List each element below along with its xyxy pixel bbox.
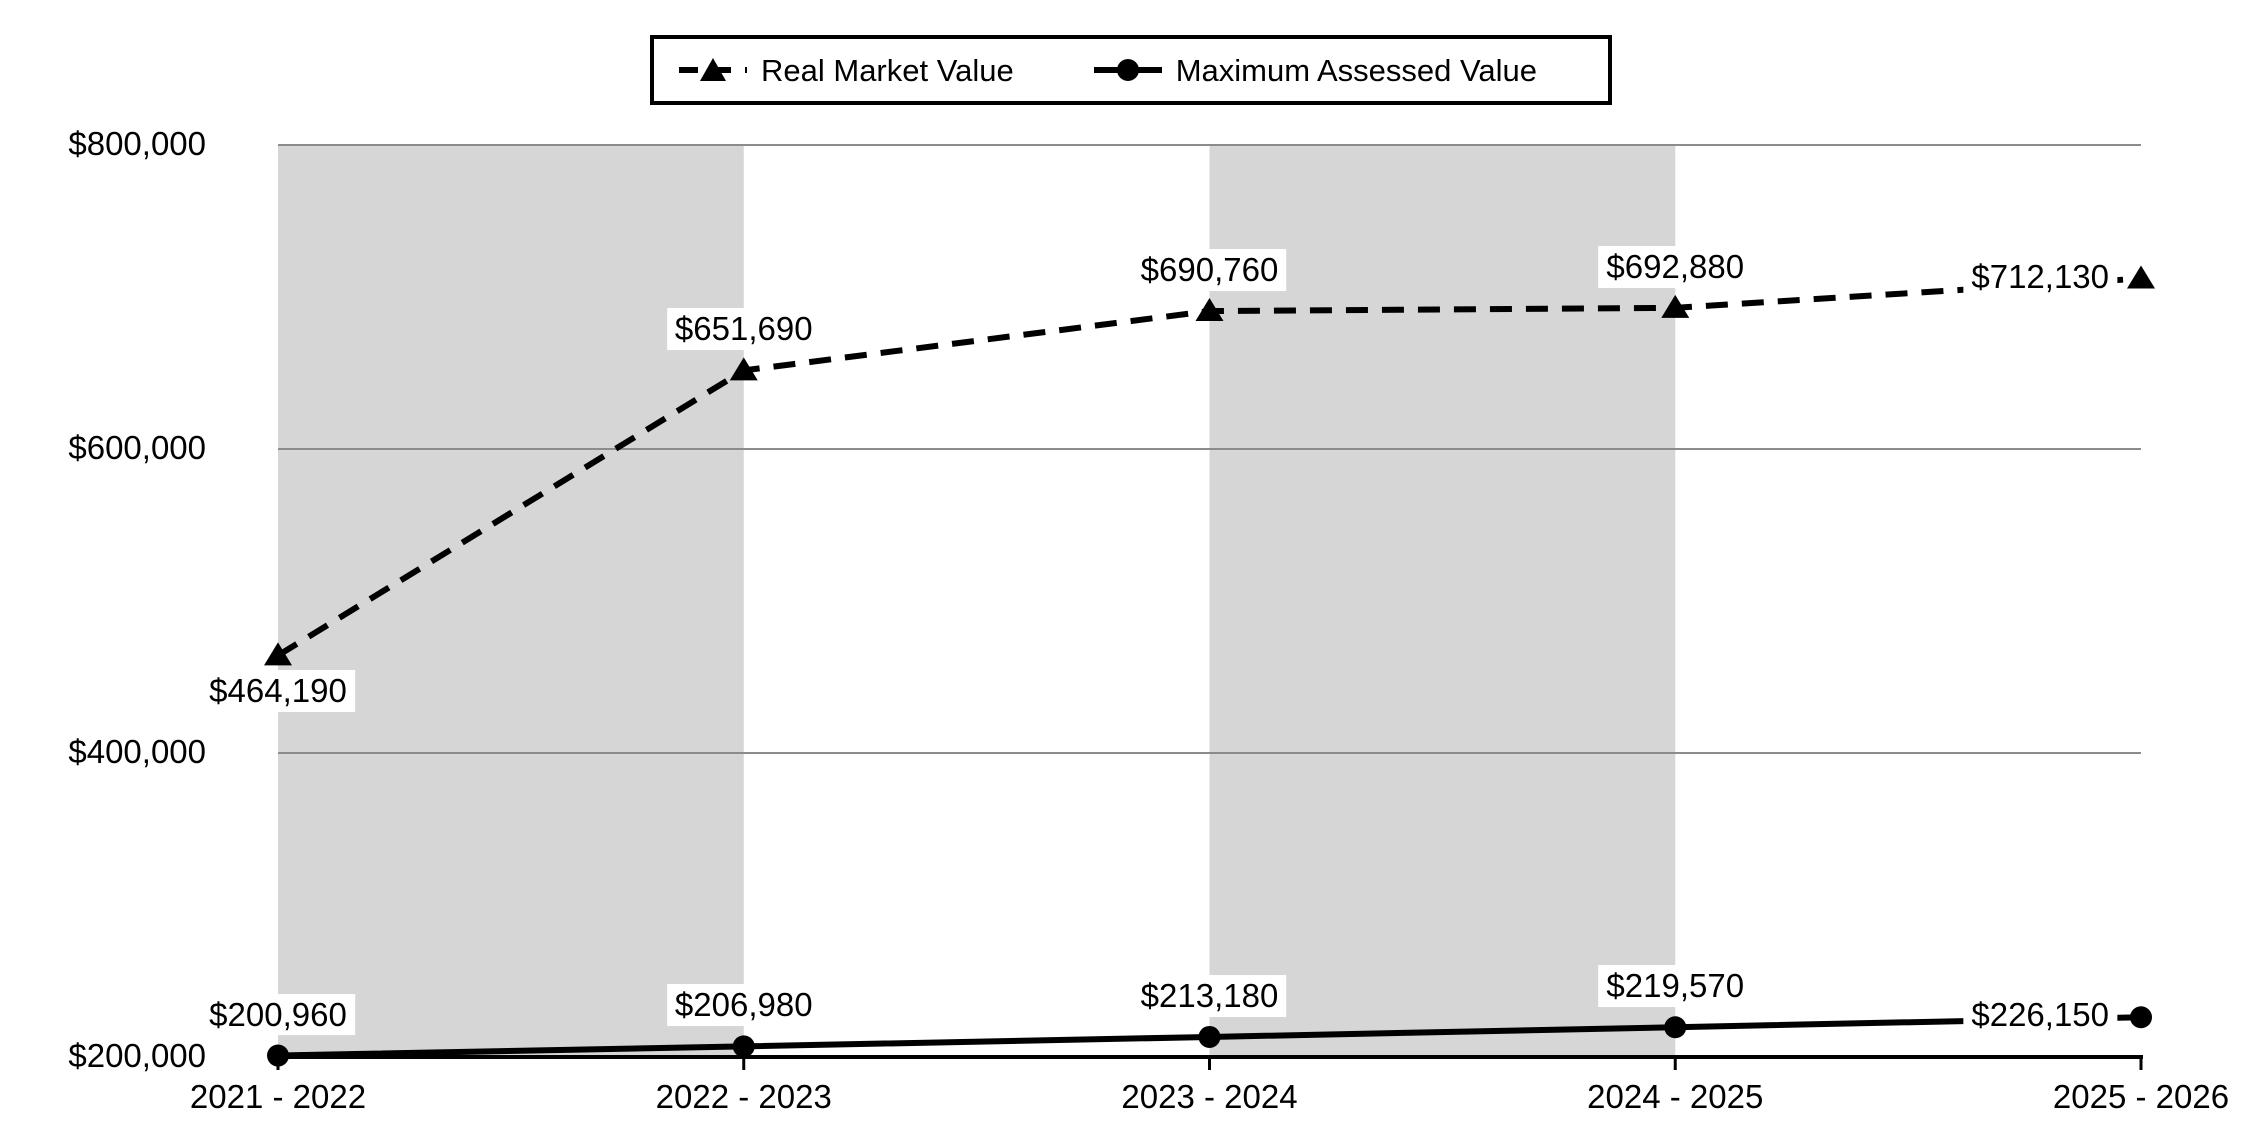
y-tick-label: $800,000 (68, 125, 206, 163)
triangle-marker (1195, 298, 1224, 322)
data-label: $213,180 (1132, 974, 1287, 1017)
triangle-marker (1661, 294, 1690, 318)
data-label: $464,190 (201, 670, 355, 713)
chart-legend: Real Market Value Maximum Assessed Value (650, 35, 1612, 105)
data-label: $690,760 (1132, 249, 1287, 291)
x-tick-label: 2023 - 2024 (1121, 1078, 1298, 1115)
solid-line-circle-icon (1093, 59, 1162, 81)
circle-marker (1198, 1025, 1221, 1048)
triangle-marker (729, 357, 758, 381)
circle-marker (1664, 1016, 1687, 1039)
triangle-marker (264, 642, 292, 666)
x-tick-label: 2025 - 2026 (2052, 1078, 2230, 1115)
y-tick-label: $600,000 (68, 429, 206, 467)
data-label: $200,960 (201, 993, 355, 1036)
data-label: $692,880 (1598, 245, 1753, 288)
legend-label-maximum-assessed-value: Maximum Assessed Value (1175, 52, 1537, 88)
legend-item-real-market-value: Real Market Value (679, 54, 1014, 86)
data-label: $651,690 (666, 308, 821, 351)
alternating-band (1209, 145, 1676, 1057)
data-label: $712,130 (1963, 255, 2117, 298)
y-tick-label: $200,000 (68, 1037, 206, 1075)
circle-marker (2130, 1006, 2152, 1029)
circle-marker (732, 1035, 755, 1058)
dashed-line-triangle-icon (679, 58, 747, 81)
alternating-band (278, 145, 744, 1057)
legend-label-real-market-value: Real Market Value (761, 52, 1014, 88)
data-label: $206,980 (666, 984, 821, 1027)
x-tick-label: 2022 - 2023 (655, 1078, 832, 1115)
data-label: $226,150 (1963, 994, 2117, 1037)
x-tick-label: 2021 - 2022 (189, 1078, 367, 1115)
circle-marker (267, 1044, 289, 1067)
y-tick-label: $400,000 (68, 733, 206, 771)
data-label: $219,570 (1598, 965, 1753, 1008)
triangle-marker (2127, 265, 2155, 289)
legend-item-maximum-assessed-value: Maximum Assessed Value (1093, 52, 1537, 88)
x-tick-label: 2024 - 2025 (1587, 1078, 1764, 1115)
